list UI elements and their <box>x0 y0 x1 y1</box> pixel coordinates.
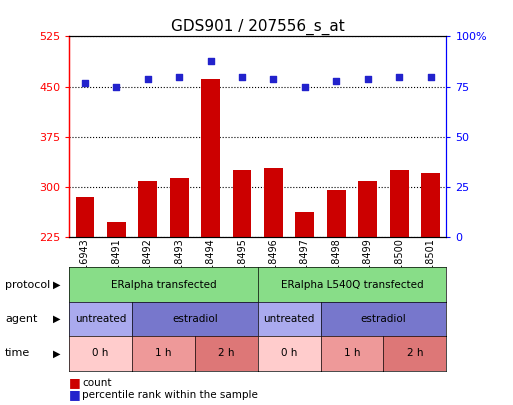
Bar <box>327 190 346 387</box>
Text: ▶: ▶ <box>53 314 60 324</box>
Text: protocol: protocol <box>5 279 50 290</box>
Point <box>81 79 89 86</box>
Text: ■: ■ <box>69 376 81 389</box>
Point <box>144 75 152 82</box>
Text: estradiol: estradiol <box>172 314 218 324</box>
Point <box>395 73 403 80</box>
Text: ■: ■ <box>69 388 81 401</box>
Text: ERalpha L540Q transfected: ERalpha L540Q transfected <box>281 279 423 290</box>
Point <box>112 83 121 90</box>
Text: 2 h: 2 h <box>218 348 234 358</box>
Text: percentile rank within the sample: percentile rank within the sample <box>82 390 258 400</box>
Point <box>175 73 183 80</box>
Bar <box>264 168 283 387</box>
Bar <box>139 181 157 387</box>
Text: estradiol: estradiol <box>361 314 406 324</box>
Point <box>301 83 309 90</box>
Text: 0 h: 0 h <box>92 348 109 358</box>
Bar <box>358 181 377 387</box>
Point <box>332 77 341 84</box>
Text: 1 h: 1 h <box>344 348 360 358</box>
Text: count: count <box>82 377 112 388</box>
Bar <box>107 222 126 387</box>
Text: agent: agent <box>5 314 37 324</box>
Text: untreated: untreated <box>75 314 126 324</box>
Point <box>364 75 372 82</box>
Text: ERalpha transfected: ERalpha transfected <box>111 279 216 290</box>
Bar <box>170 178 189 387</box>
Text: 0 h: 0 h <box>281 348 298 358</box>
Text: ▶: ▶ <box>53 279 60 290</box>
Bar <box>390 170 408 387</box>
Bar <box>295 212 314 387</box>
Text: 1 h: 1 h <box>155 348 172 358</box>
Bar <box>75 197 94 387</box>
Point <box>426 73 435 80</box>
Title: GDS901 / 207556_s_at: GDS901 / 207556_s_at <box>171 19 345 35</box>
Text: time: time <box>5 348 30 358</box>
Text: ▶: ▶ <box>53 348 60 358</box>
Point <box>238 73 246 80</box>
Text: untreated: untreated <box>264 314 315 324</box>
Point <box>269 75 278 82</box>
Bar <box>421 173 440 387</box>
Bar <box>201 79 220 387</box>
Text: 2 h: 2 h <box>407 348 423 358</box>
Bar <box>233 170 251 387</box>
Point <box>207 57 215 64</box>
